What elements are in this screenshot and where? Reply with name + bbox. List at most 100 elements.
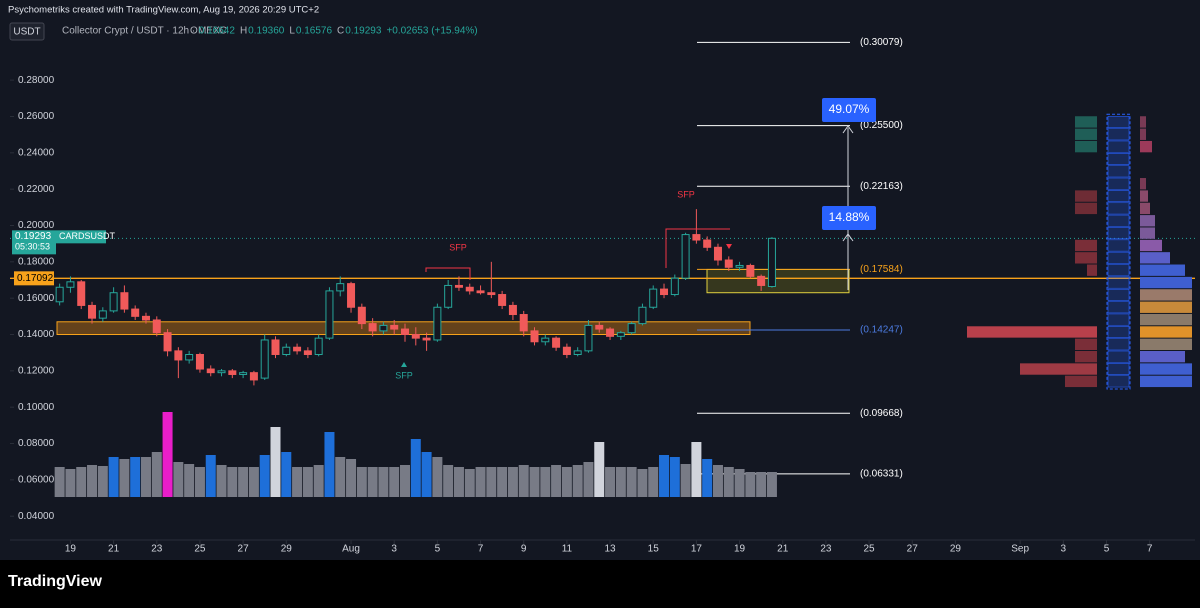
sfp-marker [726, 244, 732, 249]
x-tick-label: 21 [777, 544, 789, 555]
volume-bar [346, 459, 357, 497]
volume-bar [432, 457, 443, 497]
volume-bar [162, 412, 173, 497]
candle-body [401, 328, 409, 336]
candle-body [649, 288, 658, 308]
candle-body [357, 306, 366, 325]
y-tick-label: 0.28000 [18, 75, 55, 86]
candle-body [681, 234, 690, 279]
change: +0.02653 (+15.94%) [386, 26, 477, 37]
candle-body [77, 281, 86, 306]
profile-cell [1107, 214, 1130, 227]
profile-right-bar [1140, 178, 1146, 190]
target-box [706, 268, 850, 294]
candle-body [66, 281, 75, 288]
x-tick-label: 7 [478, 544, 484, 555]
candle-body [476, 290, 485, 294]
x-tick-label: 3 [1061, 544, 1067, 555]
candle-body [379, 324, 388, 332]
y-tick-label: 0.16000 [18, 293, 55, 304]
profile-right-bar [1140, 202, 1150, 215]
volume-bar [669, 457, 680, 497]
candle-body [552, 337, 561, 348]
x-tick-label: 21 [108, 544, 120, 555]
candle-body [638, 306, 647, 325]
candle-body [530, 330, 539, 343]
candle-body [368, 323, 377, 332]
profile-right-bar [1140, 301, 1192, 313]
profile-left-bar [967, 326, 1097, 338]
volume-bar [248, 467, 259, 497]
volume-bar [561, 467, 572, 497]
profile-right-bar [1140, 313, 1192, 326]
currency[interactable]: USDT [13, 27, 40, 38]
y-tick-label: 0.06000 [18, 474, 55, 485]
volume-bar [281, 452, 292, 497]
profile-cell [1107, 140, 1130, 153]
profile-left-bar [1075, 128, 1097, 140]
candle-body [454, 284, 463, 288]
profile-right-bar [1140, 276, 1192, 289]
profile-cell [1107, 202, 1130, 215]
volume-bar [216, 465, 227, 497]
ohlc-value: 0.19293 [345, 26, 382, 37]
currency-box[interactable] [9, 22, 45, 41]
profile-cell [1107, 128, 1130, 141]
profile-left-bar [1075, 202, 1097, 215]
profile-right-bar [1140, 252, 1170, 264]
candle-body [541, 337, 550, 343]
volume-bar [151, 452, 162, 497]
profile-cell [1107, 363, 1130, 376]
volume-bar [140, 457, 151, 497]
volume-bar [648, 467, 659, 497]
volume-bar [119, 459, 130, 497]
volume-bar [497, 467, 508, 497]
candle-body [174, 350, 183, 361]
sfp-label: SFP [677, 189, 695, 199]
candle-body [746, 264, 755, 277]
volume-bar [637, 469, 648, 497]
profile-right-bar [1140, 190, 1148, 202]
ohlc-value: 0.16576 [296, 26, 333, 37]
level-label: (0.14247) [860, 325, 903, 336]
candle-body [228, 370, 237, 375]
profile-right-bar [1140, 227, 1155, 239]
candle-body [422, 337, 431, 341]
profile-cell [1107, 301, 1130, 314]
candle-body [562, 346, 571, 355]
volume-bar [400, 465, 410, 497]
volume-bar [443, 465, 454, 497]
candle-body [271, 339, 280, 355]
profile-left-bar [1075, 239, 1097, 252]
x-tick-label: Aug [342, 544, 360, 555]
volume-bar [572, 465, 583, 497]
candle-body [88, 304, 97, 319]
profile-right-bar [1140, 350, 1185, 363]
candle-body [767, 237, 776, 288]
candle-body [141, 315, 150, 321]
volume-bar [335, 457, 346, 497]
profile-left-bar [1075, 350, 1097, 363]
x-tick-label: 23 [820, 544, 832, 555]
y-tick-label: 0.12000 [18, 365, 55, 376]
profile-left-bar [1087, 264, 1097, 276]
candle-body [703, 239, 712, 248]
candle-body [336, 283, 345, 292]
x-tick-label: 27 [238, 544, 250, 555]
candle-body [185, 353, 194, 361]
profile-cell [1107, 313, 1130, 326]
x-tick-label: Sep [1011, 544, 1029, 555]
volume-bar [475, 467, 486, 497]
volume-bar [313, 465, 324, 497]
candle-body [217, 370, 226, 374]
profile-right-bar [1140, 326, 1192, 338]
profile-cell [1107, 115, 1130, 128]
key-level-tag [14, 271, 54, 286]
profile-cell [1107, 288, 1130, 301]
candle-body [433, 306, 442, 341]
candle-body [584, 324, 593, 352]
volume-bar [302, 467, 313, 497]
